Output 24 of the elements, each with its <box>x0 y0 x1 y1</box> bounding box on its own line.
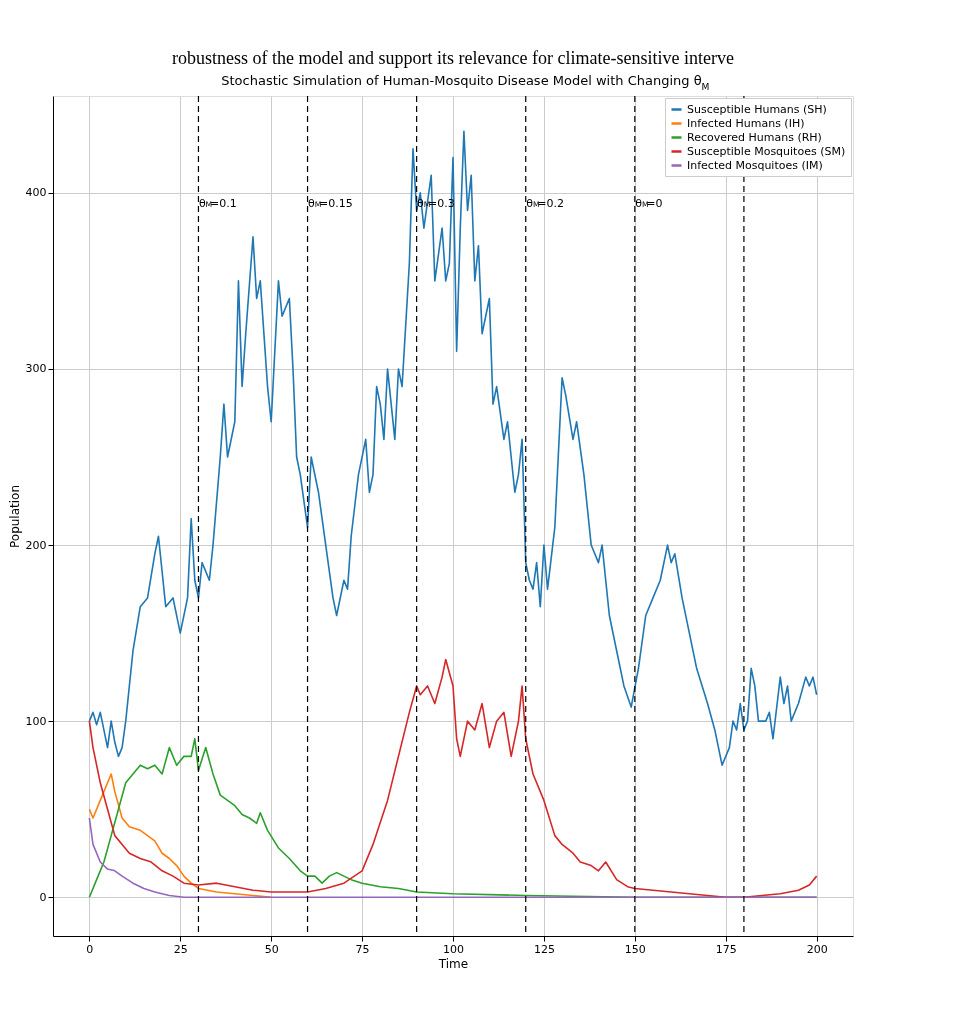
x-tick-label: 75 <box>355 942 370 956</box>
legend-label: Recovered Humans (RH) <box>687 130 822 144</box>
x-tick-label: 125 <box>533 942 555 956</box>
text: robustness of the model and support its relevance for climate-sensitive interve <box>172 48 734 68</box>
x-tick-label: 175 <box>715 942 737 956</box>
y-tick-label: 100 <box>25 714 47 728</box>
x-tick-label: 150 <box>624 942 646 956</box>
legend-label: Susceptible Mosquitoes (SM) <box>687 144 846 158</box>
x-tick-label: 50 <box>264 942 279 956</box>
y-axis-title: Population <box>7 484 22 549</box>
y-tick-label: 400 <box>25 186 47 200</box>
x-tick-label: 0 <box>86 942 94 956</box>
y-tick-label: 0 <box>39 890 47 904</box>
line-series <box>88 817 818 899</box>
legend-label: Infected Mosquitoes (IM) <box>687 158 823 172</box>
x-tick-label: 100 <box>443 942 464 956</box>
y-tick-label: 200 <box>25 538 47 552</box>
x-tick-label: 200 <box>806 942 828 956</box>
x-axis-title: Time <box>437 956 469 971</box>
y-tick-label: 300 <box>25 362 47 376</box>
legend-label: Infected Humans (IH) <box>687 116 805 130</box>
line-series <box>88 658 818 899</box>
x-tick-label: 25 <box>173 942 188 956</box>
legend-label: Susceptible Humans (SH) <box>687 102 827 116</box>
